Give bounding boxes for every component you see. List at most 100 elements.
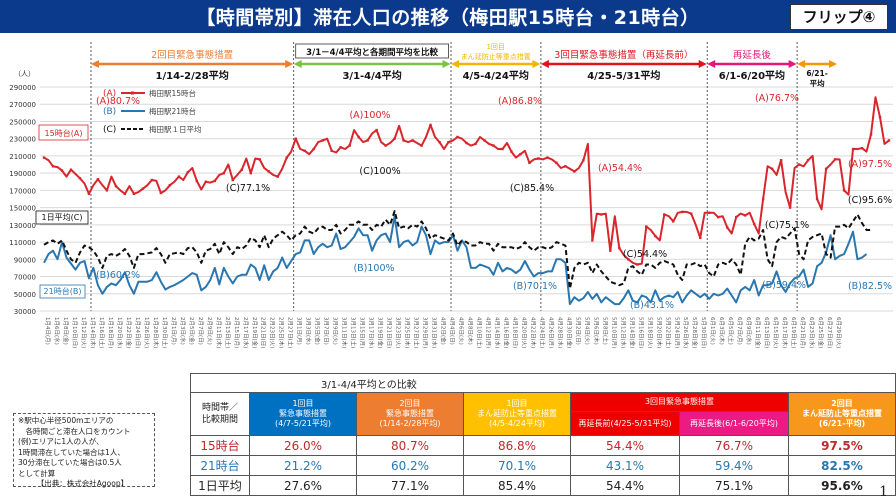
data-point-marker bbox=[222, 171, 225, 175]
data-point-marker bbox=[456, 135, 459, 139]
x-tick-label: 3月9日(火) bbox=[332, 317, 339, 345]
table-cell: 85.4% bbox=[463, 475, 571, 496]
data-point-marker bbox=[537, 157, 540, 160]
legend-label: 梅田駅15時台 bbox=[149, 88, 196, 98]
data-point-marker bbox=[402, 139, 405, 142]
table-cell: 60.2% bbox=[356, 455, 464, 476]
data-point-marker bbox=[375, 128, 378, 132]
x-tick-label: 2月9日(火) bbox=[206, 317, 213, 345]
data-point-marker bbox=[600, 213, 603, 216]
period-arrow-head-right bbox=[788, 60, 797, 68]
period-name: 1回目 bbox=[486, 43, 504, 51]
y-tick-label: 270000 bbox=[9, 101, 36, 109]
note-line: 各時間ごと滞在人口をカウント bbox=[18, 426, 131, 436]
x-tick-label: 1月12日(火) bbox=[80, 317, 87, 348]
col-header-2nd-emergency: 2回目 緊急事態措置 (1/14-2/28平均) bbox=[356, 392, 464, 436]
callout-text: 15時台(A) bbox=[45, 128, 83, 138]
period-arrow-head-left bbox=[91, 60, 99, 68]
x-tick-label: 6月19日(土) bbox=[790, 317, 798, 348]
data-point-marker bbox=[141, 187, 145, 190]
x-tick-label: 5月24日(月) bbox=[673, 317, 680, 348]
data-point-marker bbox=[501, 147, 504, 151]
x-tick-label: 3月19日(金) bbox=[377, 317, 385, 348]
x-tick-label: 4月2日(金) bbox=[440, 317, 448, 345]
data-point-marker bbox=[645, 225, 648, 228]
x-tick-label: 2月1日(月) bbox=[170, 317, 177, 345]
period-arrow-head-left bbox=[451, 60, 460, 68]
comparison-table: 3/1-4/4平均との比較 時間帯／ 比較期間 1回目 緊急事態措置 (4/7-… bbox=[190, 373, 896, 496]
x-tick-label: 3月23日(火) bbox=[395, 317, 402, 348]
period-name: まん延防止等重点措置 bbox=[461, 52, 531, 61]
table-cell: 27.6% bbox=[249, 475, 357, 496]
period-range: 4/5-4/24平均 bbox=[463, 69, 529, 82]
table-cell: 76.7% bbox=[679, 435, 789, 456]
period-arrow-head-left bbox=[540, 60, 549, 68]
x-tick-label: 1月26日(火) bbox=[143, 317, 150, 348]
row-label: 15時台 bbox=[190, 435, 250, 456]
period-percent-label: (A)86.8% bbox=[498, 96, 542, 107]
data-point-marker bbox=[609, 249, 612, 252]
x-tick-label: 4月28日(水) bbox=[556, 317, 564, 348]
data-point-marker bbox=[186, 171, 190, 174]
x-tick-label: 6月13日(日) bbox=[763, 317, 770, 348]
row-label: 21時台 bbox=[190, 455, 250, 476]
x-tick-label: 4月6日(火) bbox=[458, 317, 465, 345]
data-point-marker bbox=[69, 168, 73, 171]
y-tick-label: 170000 bbox=[9, 187, 36, 195]
period-percent-label: (C)75.1% bbox=[765, 220, 809, 231]
col-header-after-extension: 再延長後(6/1-6/20平均) bbox=[679, 411, 789, 436]
period-percent-label: (B)43.1% bbox=[630, 300, 674, 311]
x-tick-label: 1月30日(土) bbox=[161, 317, 169, 348]
data-point-marker bbox=[159, 191, 163, 195]
x-tick-label: 1月28日(木) bbox=[152, 317, 160, 348]
period-percent-label: (C)85.4% bbox=[510, 183, 554, 194]
data-point-marker bbox=[393, 137, 396, 140]
data-point-marker bbox=[258, 158, 261, 161]
data-point-marker bbox=[492, 144, 495, 147]
data-point-marker bbox=[770, 167, 774, 171]
x-tick-label: 4月12日(月) bbox=[484, 317, 491, 348]
data-point-marker bbox=[788, 206, 792, 209]
period-name: 3回目緊急事態措置（再延長前） bbox=[554, 49, 693, 61]
data-point-marker bbox=[213, 179, 216, 183]
data-point-marker bbox=[663, 213, 666, 216]
data-point-marker bbox=[743, 214, 747, 217]
data-point-marker bbox=[752, 222, 756, 226]
x-tick-label: 4月18日(日) bbox=[511, 317, 518, 348]
x-tick-label: 5月4日(火) bbox=[583, 317, 590, 345]
table-cell: 77.1% bbox=[356, 475, 464, 496]
x-tick-label: 6月25日(金) bbox=[817, 317, 825, 348]
title-bar: 【時間帯別】滞在人口の推移（梅田駅15時台・21時台） フリップ④ bbox=[0, 0, 896, 33]
data-point-marker bbox=[510, 150, 513, 153]
period-percent-label: (A)100% bbox=[349, 110, 390, 121]
x-tick-label: 3月7日(日) bbox=[323, 317, 330, 345]
data-point-marker bbox=[87, 192, 91, 196]
x-tick-label: 2月15日(月) bbox=[233, 317, 240, 348]
x-tick-label: 6月17日(木) bbox=[781, 317, 789, 348]
page-number: 1 bbox=[879, 484, 888, 500]
data-point-marker bbox=[42, 156, 46, 159]
x-tick-label: 5月14日(金) bbox=[628, 317, 636, 348]
x-tick-label: 1月8日(金) bbox=[62, 317, 70, 345]
x-tick-label: 1月4日(月) bbox=[44, 317, 51, 345]
flip-label: フリップ④ bbox=[790, 4, 888, 30]
data-point-marker bbox=[806, 159, 810, 162]
period-percent-label: (A)97.5% bbox=[848, 159, 892, 170]
x-tick-label: 4月14日(水) bbox=[493, 317, 501, 348]
data-point-marker bbox=[797, 163, 801, 166]
x-tick-label: 1月14日(木) bbox=[89, 317, 97, 348]
callout-box bbox=[38, 124, 89, 141]
x-tick-label: 2月11日(木) bbox=[215, 317, 223, 348]
callout-box bbox=[35, 210, 89, 225]
data-point-marker bbox=[573, 170, 576, 173]
x-tick-label: 3月5日(金) bbox=[314, 317, 322, 345]
period-percent-label: (A)76.7% bbox=[755, 93, 799, 104]
x-tick-label: 6月23日(水) bbox=[808, 317, 816, 348]
legend-key: (A) bbox=[103, 89, 116, 99]
x-tick-label: 1月22日(金) bbox=[125, 317, 133, 348]
data-point-marker bbox=[285, 156, 288, 159]
data-point-marker bbox=[177, 175, 181, 178]
note-line: ※駅中心半径500mエリアの bbox=[18, 416, 114, 425]
period-name: 2回目緊急事態措置 bbox=[151, 49, 233, 61]
x-tick-label: 6月3日(木) bbox=[718, 317, 726, 345]
